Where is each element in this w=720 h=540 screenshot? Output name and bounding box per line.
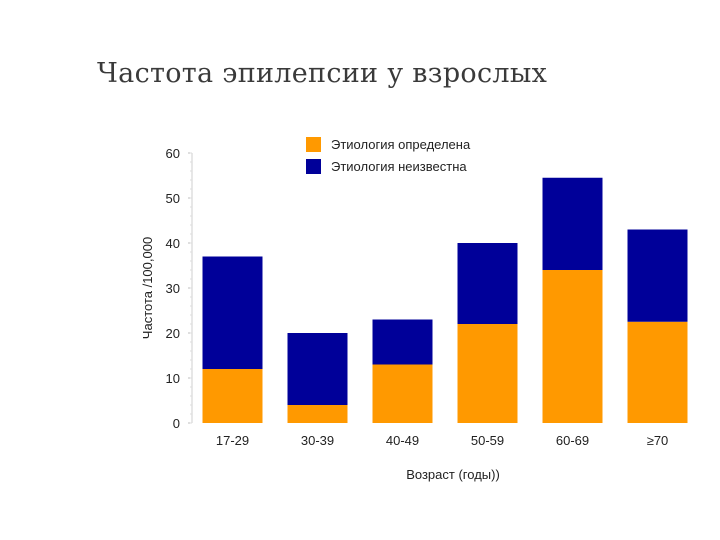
bar-segment-unknown xyxy=(287,333,348,405)
bar-segment-unknown xyxy=(542,177,603,270)
page-title: Частота эпилепсии у взрослых xyxy=(97,58,548,89)
legend-swatch xyxy=(306,159,321,174)
y-tick-label: 50 xyxy=(166,191,180,206)
y-axis: 0 10 20 30 40 50 60 xyxy=(166,146,193,431)
legend-swatch xyxy=(306,137,321,152)
bar-segment-known xyxy=(457,324,518,423)
x-tick-label: ≥70 xyxy=(647,433,669,448)
bar-segment-unknown xyxy=(372,319,433,365)
x-axis-label: Возраст (годы)) xyxy=(406,467,500,482)
y-tick-label: 40 xyxy=(166,236,180,251)
x-tick-label: 17-29 xyxy=(216,433,249,448)
bar-segment-unknown xyxy=(202,256,263,369)
y-tick-label: 10 xyxy=(166,371,180,386)
legend-label: Этиология неизвестна xyxy=(331,159,467,174)
legend: Этиология определена Этиология неизвестна xyxy=(306,137,471,174)
y-tick-label: 30 xyxy=(166,281,180,296)
x-tick-label: 30-39 xyxy=(301,433,334,448)
bar-segment-known xyxy=(542,270,603,423)
bar-segment-unknown xyxy=(627,229,688,322)
x-tick-label: 60-69 xyxy=(556,433,589,448)
bar-segment-known xyxy=(372,364,433,423)
x-tick-label: 50-59 xyxy=(471,433,504,448)
y-axis-label: Частота /100,000 xyxy=(140,237,155,339)
bars xyxy=(202,177,688,423)
x-tick-label: 40-49 xyxy=(386,433,419,448)
y-tick-label: 0 xyxy=(173,416,180,431)
bar-segment-known xyxy=(627,321,688,423)
y-tick-label: 20 xyxy=(166,326,180,341)
bar-segment-known xyxy=(287,405,348,423)
y-tick-label: 60 xyxy=(166,146,180,161)
legend-label: Этиология определена xyxy=(331,137,471,152)
bar-segment-known xyxy=(202,369,263,423)
x-axis: 17-29 30-39 40-49 50-59 60-69 ≥70 xyxy=(216,433,668,448)
bar-segment-unknown xyxy=(457,243,518,324)
